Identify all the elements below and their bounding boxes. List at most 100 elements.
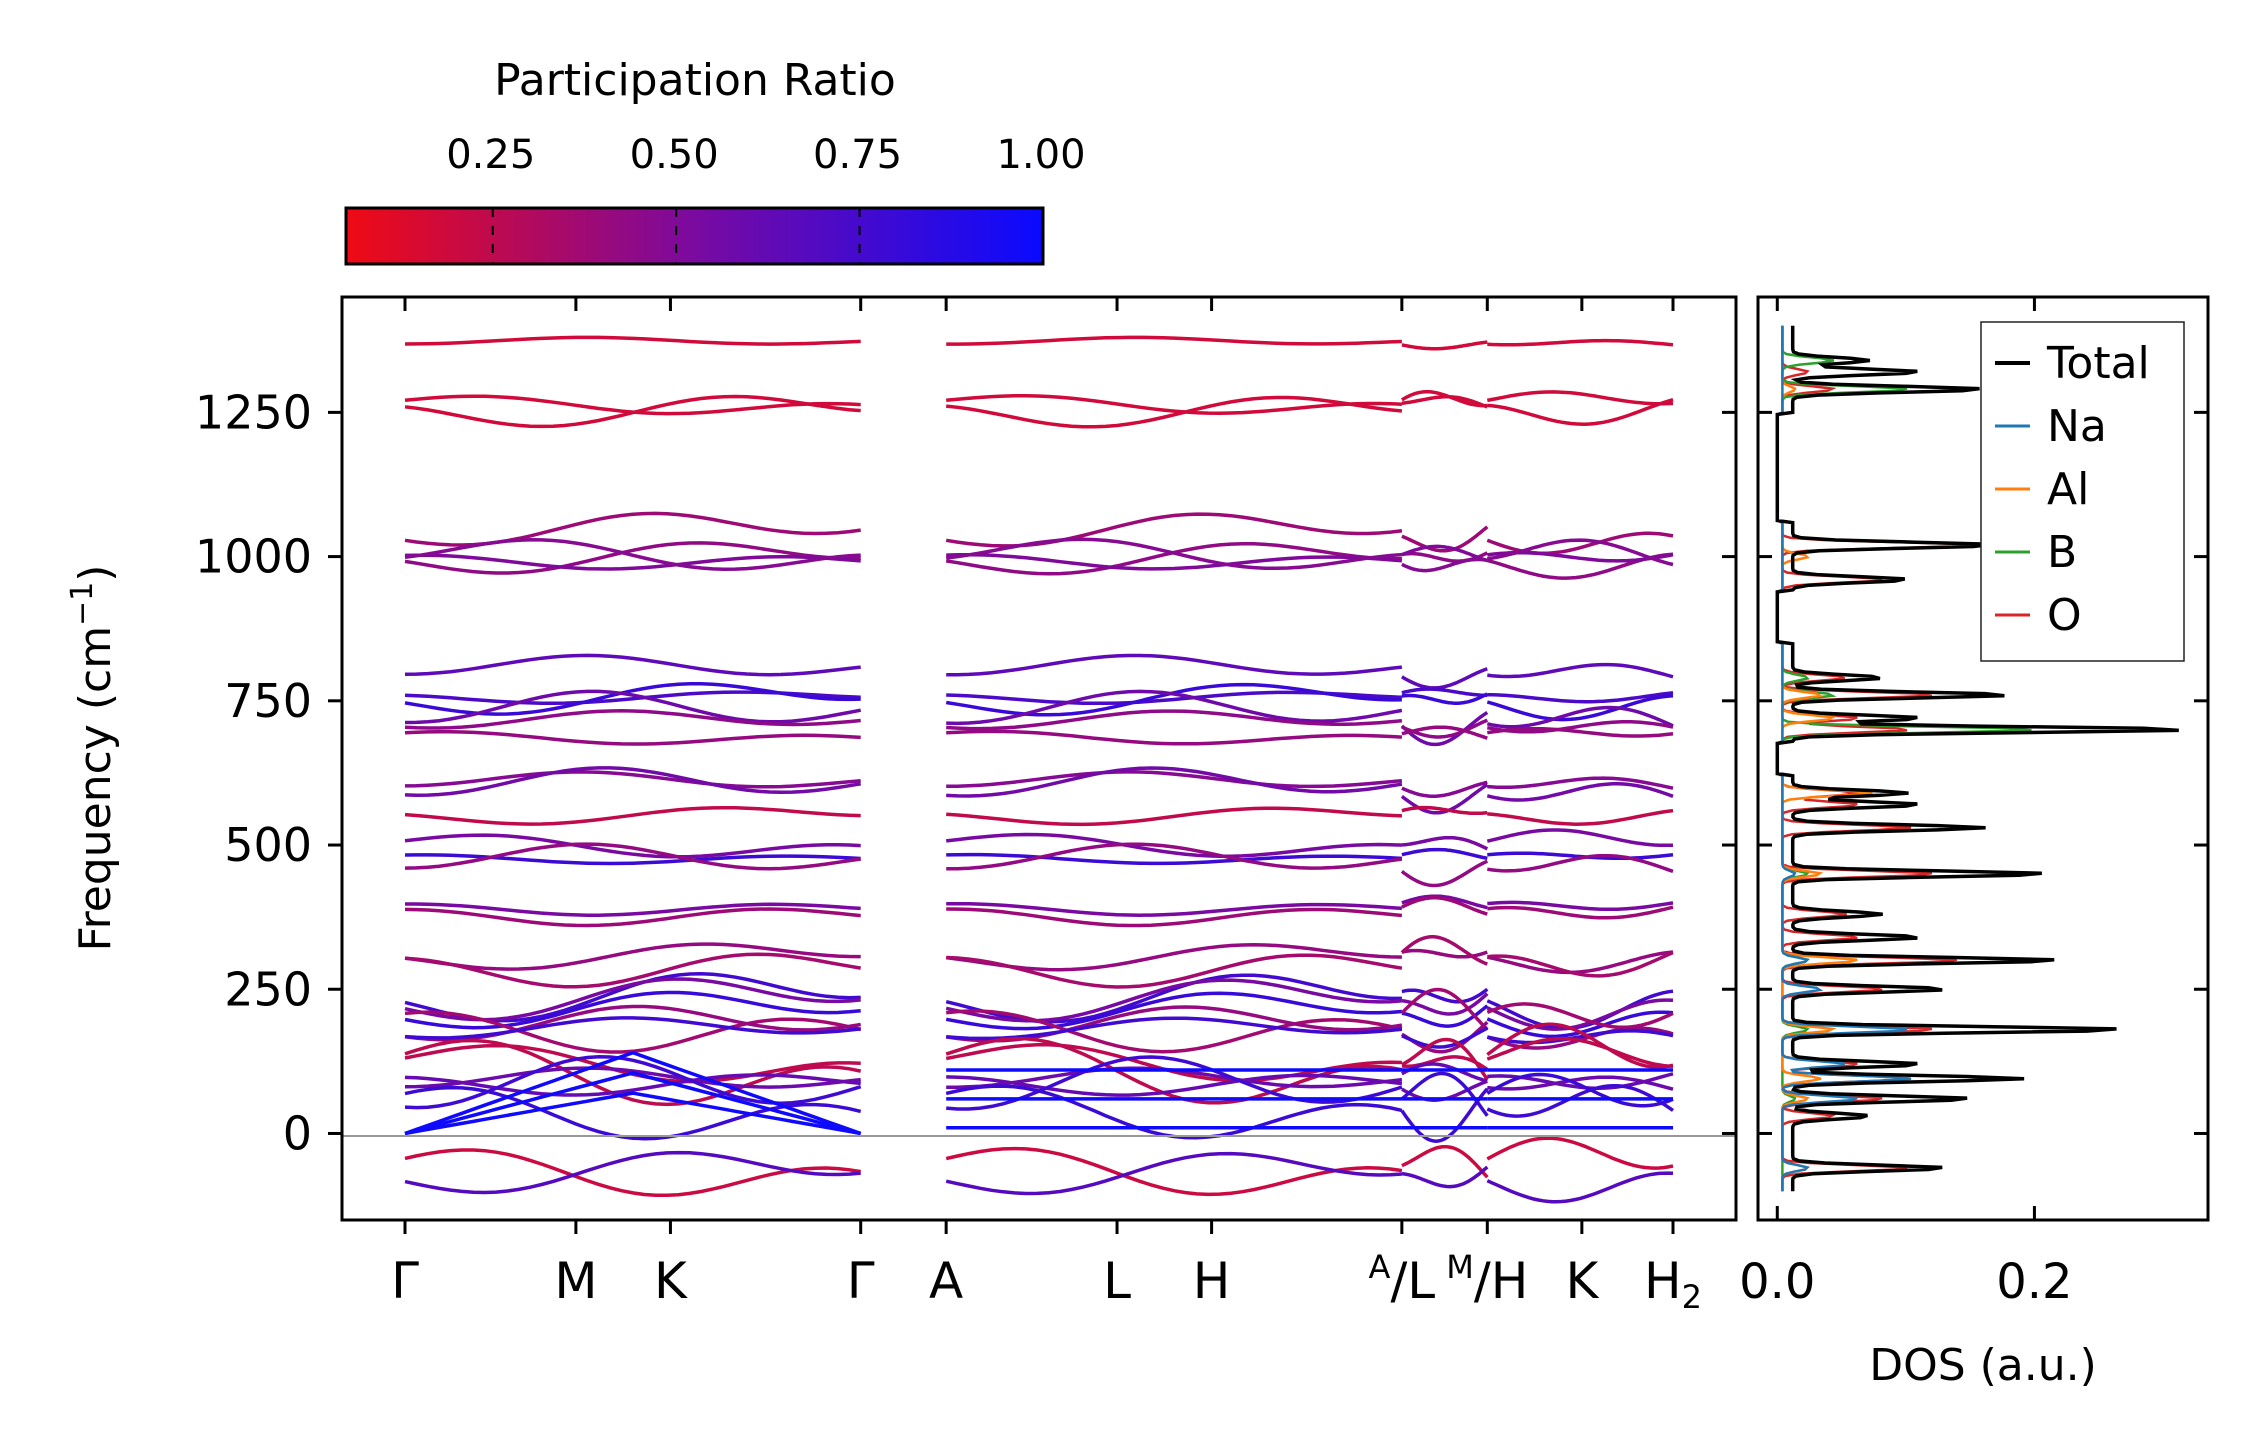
band-line [404,1073,861,1097]
y-tick-label: 1250 [195,385,312,439]
band-line [404,730,861,746]
y-tick-label: 1000 [195,530,312,584]
x-tick-label: Γ [847,1252,875,1310]
band-line [404,1054,862,1110]
band-line [404,1066,861,1089]
band-line [1486,950,1674,975]
band-line [1487,853,1674,874]
band-line [404,990,861,1030]
band-line [945,1084,1403,1140]
band-line [945,978,1403,1023]
band-line [1401,557,1488,573]
band-line [404,842,861,871]
band-line [1486,1022,1674,1069]
band-line [1401,835,1489,851]
x-tick-label: A [929,1252,963,1310]
band-line [404,511,861,547]
band-line [946,689,1403,726]
band-line [1487,338,1674,347]
band-line [945,991,1403,1031]
colorbar-tick-label: 0.75 [813,132,902,178]
x-tick-label: K [1565,1252,1599,1310]
band-line [1401,1026,1489,1049]
band-line [404,1091,862,1136]
band-line [404,538,861,571]
x-tick-label: Γ [391,1252,419,1310]
band-line [404,709,861,730]
band-line [404,1085,862,1141]
band-line [1401,687,1488,698]
band-line [945,1036,1403,1105]
band-line [404,805,861,826]
band-line [1400,987,1489,1031]
band-line [946,395,1403,429]
dos-panel: 0.0 0.2 DOS (a.u.) Total Na Al BO [1739,295,2210,1391]
band-line [1401,1004,1489,1028]
x-tick-label: M [554,1252,597,1310]
band-line [1401,544,1488,563]
band-line [1486,828,1674,848]
band-line [1401,1062,1488,1083]
band-line [946,907,1403,928]
band-line [404,1148,861,1198]
band-line [1487,1075,1674,1091]
legend-label: Al [2047,464,2089,515]
band-line [1401,525,1489,553]
legend-label: B [2047,527,2077,578]
band-line [1487,726,1674,738]
band-line [945,1146,1403,1197]
band-line [1401,987,1489,1004]
band-line [404,1150,861,1195]
band-line [1486,1002,1674,1030]
band-line [1487,538,1674,567]
band-line [1401,725,1488,740]
dos-plot-frame [1756,295,2210,1222]
band-line [404,335,861,346]
y-axis-label: Frequency (cm−1) [65,565,121,952]
band-line [1401,896,1488,916]
band-line [946,852,1402,866]
band-line [1400,390,1488,408]
band-line [946,953,1403,989]
band-line [1487,900,1674,912]
band-line [404,853,861,866]
band-line [946,1009,1403,1054]
band-line [404,689,862,725]
band-plot-frame [340,295,1738,1222]
band-line [1486,531,1674,555]
band-line [404,1038,862,1107]
band-line [945,1151,1403,1196]
band-line [1487,662,1674,679]
x-tick-label: A/L [1369,1248,1436,1310]
band-line [404,394,861,429]
x-tick-label: H2 [1644,1252,1702,1316]
band-line [946,335,1402,346]
y-tick-label: 750 [224,674,312,728]
colorbar-title: Participation Ratio [494,55,896,106]
band-line [1401,1165,1489,1189]
band-line [946,553,1403,571]
colorbar-tick-label: 0.50 [630,132,719,178]
band-line [946,1016,1403,1041]
band-line [1401,692,1489,705]
band-line [1401,847,1488,861]
band-line [404,770,861,789]
band-line [945,537,1403,571]
band-line [1486,1171,1674,1204]
band-line [1486,782,1674,802]
dos-x-tick-label: 0.2 [1996,1254,2072,1310]
band-line [404,541,861,575]
band-line [1487,950,1674,978]
band-line [1486,1136,1674,1170]
band-line [404,942,861,971]
band-line [945,943,1402,972]
colorbar-tick-label: 1.00 [996,132,1085,178]
band-line [1400,711,1489,747]
band-line [1487,905,1674,920]
band-line [1486,1072,1674,1108]
band-line [1401,805,1488,816]
band-line [404,1050,862,1136]
colorbar-tick-label: 0.25 [446,132,535,178]
